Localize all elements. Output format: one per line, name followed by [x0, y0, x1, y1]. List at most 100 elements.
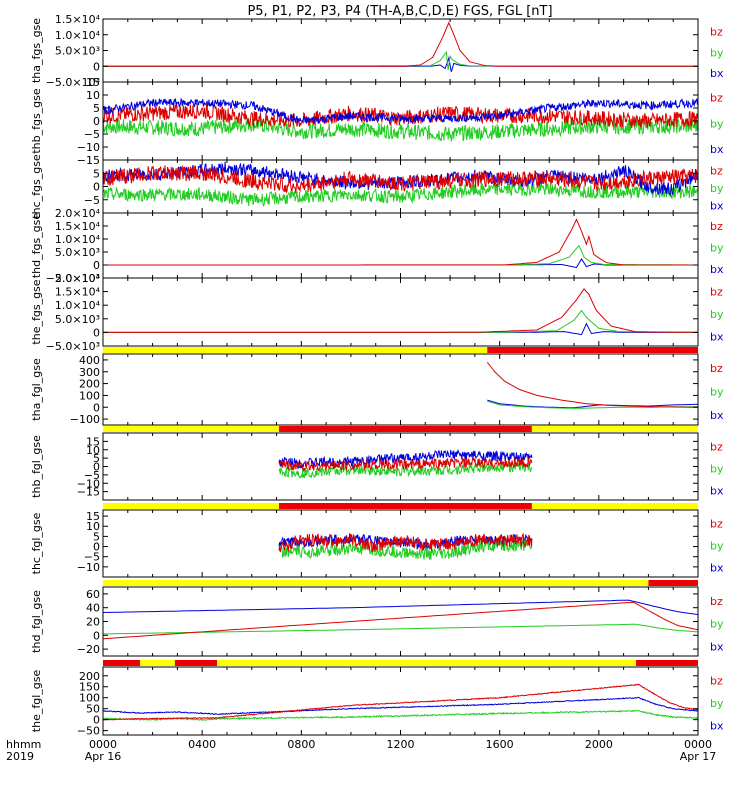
legend-bx: bx: [710, 409, 724, 422]
legend-bz: bz: [710, 517, 723, 530]
legend-bx: bx: [710, 485, 724, 498]
status-bar-segment-red: [279, 503, 532, 509]
legend-by: by: [710, 463, 724, 476]
y-tick-label: −20: [77, 643, 100, 656]
y-tick-label: 20: [86, 616, 100, 629]
series-bx-line: [487, 399, 698, 409]
y-tick-label: 2.0×10⁴: [55, 272, 101, 285]
panel-the_fgs_gse: −5.0×10³05.0×10³1.0×10⁴1.5×10⁴2.0×10⁴the…: [30, 272, 724, 353]
series-bz-line: [103, 288, 698, 333]
legend-bz: bz: [710, 26, 723, 39]
series-by-line: [103, 309, 698, 333]
series-bz-line: [103, 601, 698, 640]
legend-bz: bz: [710, 286, 723, 299]
y-tick-label: 2.0×10⁴: [55, 207, 101, 220]
series-bz-line: [103, 21, 698, 67]
legend-bz: bz: [710, 362, 723, 375]
y-tick-label: 5.0×10³: [55, 45, 100, 58]
legend-bz: bz: [710, 675, 723, 688]
legend-bz: bz: [710, 165, 723, 178]
panel-frame: [102, 353, 699, 426]
legend-by: by: [710, 241, 724, 254]
y-tick-label: 200: [79, 378, 100, 391]
y-tick-label: 0: [93, 326, 100, 339]
y-tick-label: 5: [93, 167, 100, 180]
y-tick-label: −5: [84, 469, 100, 482]
y-tick-label: 1.0×10⁴: [55, 299, 101, 312]
legend-by: by: [710, 308, 724, 321]
legend-bz: bz: [710, 92, 723, 105]
y-tick-label: 10: [86, 444, 100, 457]
status-bar-segment-red: [103, 660, 141, 666]
y-tick-label: 100: [79, 389, 100, 402]
series-bx-line: [103, 322, 698, 336]
panel-thc_fgs_gse: −505 thc_fgs_gse bz by bx: [30, 154, 724, 219]
status-bar-segment-yellow: [103, 580, 649, 586]
legend-by: by: [710, 540, 724, 553]
y-tick-label: 0: [93, 115, 100, 128]
y-tick-label: 5: [93, 102, 100, 115]
status-bar-segment-red: [636, 660, 698, 666]
y-tick-label: −5: [84, 551, 100, 564]
legend-by: by: [710, 618, 724, 631]
series-bx-line: [103, 599, 698, 616]
legend-bx: bx: [710, 143, 724, 156]
series-bz-line: [278, 456, 533, 472]
y-tick-label: −15: [77, 486, 100, 499]
legend-by: by: [710, 182, 724, 195]
panels-group: −5.0×10³05.0×10³1.0×10⁴1.5×10⁴tha_fgs_gs…: [30, 13, 724, 738]
y-tick-label: 1.0×10⁴: [55, 233, 101, 246]
y-axis-label: thb_fgl_gse: [30, 435, 43, 498]
y-tick-label: −10: [77, 561, 100, 574]
y-tick-label: 0: [93, 629, 100, 642]
y-axis-label: thc_fgl_gse: [30, 512, 43, 574]
y-axis-label: tha_fgs_gse: [30, 18, 43, 83]
y-tick-label: 15: [86, 510, 100, 523]
y-tick-label: 0: [93, 181, 100, 194]
y-tick-label: −10: [77, 141, 100, 154]
series-bz-line: [103, 164, 698, 194]
legend-bx: bx: [710, 200, 724, 213]
y-tick-label: 5.0×10³: [55, 246, 100, 259]
panel-frame: [102, 212, 699, 279]
y-tick-label: 0: [93, 60, 100, 73]
y-axis-label: thd_fgs_gse: [30, 213, 43, 279]
legend-bx: bx: [710, 562, 724, 575]
legend-bx: bx: [710, 640, 724, 653]
x-tick-label: 0800: [287, 738, 315, 751]
legend-by: by: [710, 697, 724, 710]
y-tick-label: −5: [84, 128, 100, 141]
chart-title: P5, P1, P2, P3, P4 (TH-A,B,C,D,E) FGS, F…: [247, 4, 552, 19]
legend-bx: bx: [710, 719, 724, 732]
series-bz-line: [103, 103, 698, 129]
y-tick-label: 10: [86, 520, 100, 533]
y-tick-label: 10: [86, 89, 100, 102]
legend-bx: bx: [710, 67, 724, 80]
panel-frame: [102, 586, 699, 657]
x-tick-label: 0000: [684, 738, 712, 751]
x-tick-label: 0000: [89, 738, 117, 751]
status-bar-segment-yellow: [140, 660, 175, 666]
y-tick-label: −5.0×10³: [46, 76, 100, 89]
y-tick-label: −5.0×10³: [46, 272, 100, 285]
y-axis-label: thc_fgs_gse: [30, 154, 43, 219]
series-bz-line: [278, 532, 533, 553]
status-bar-segment-red: [279, 426, 532, 432]
y-tick-label: 60: [86, 588, 100, 601]
y-tick-label: 1.5×10⁴: [55, 286, 101, 299]
x-tick-label: 1600: [486, 738, 514, 751]
y-axis-label: tha_fgl_gse: [30, 358, 43, 421]
series-bz-line: [103, 683, 698, 721]
series-bx-line: [103, 56, 698, 73]
legend-bx: bx: [710, 330, 724, 343]
y-axis-label: thb_fgs_gse: [30, 88, 43, 154]
series-bx-line: [103, 696, 698, 716]
status-bar-segment-yellow: [531, 503, 698, 509]
time-axis-row1-label: hhmm: [6, 738, 41, 751]
y-tick-label: −100: [70, 413, 100, 426]
x-date-label: Apr 16: [85, 750, 122, 763]
y-tick-label: 0: [93, 541, 100, 554]
series-by-line: [103, 181, 698, 207]
